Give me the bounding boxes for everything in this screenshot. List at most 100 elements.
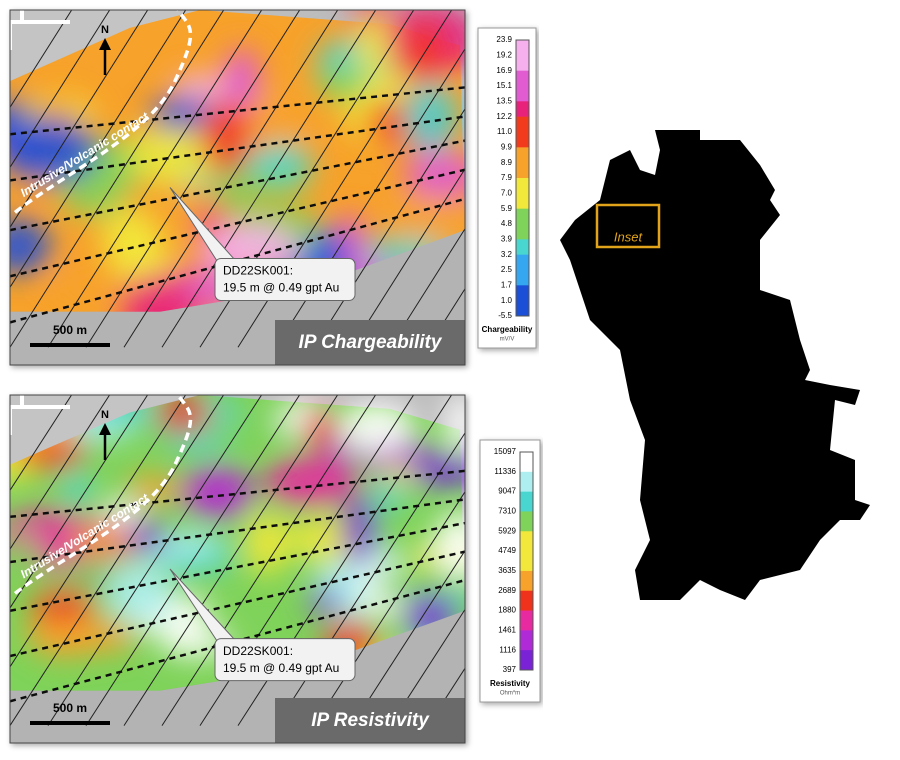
legend-label: 7.0	[501, 188, 513, 197]
legend-label: 2.5	[501, 265, 513, 274]
anomaly	[243, 510, 289, 576]
legend-label: 11.0	[497, 127, 513, 136]
anomaly	[149, 97, 215, 131]
north-label: N	[101, 409, 109, 421]
scale-label: 500 m	[53, 701, 87, 715]
legend-swatch	[520, 650, 533, 671]
legend-label: 15.1	[496, 81, 512, 90]
callout-intercept: 19.5 m @ 0.49 gpt Au	[223, 281, 339, 295]
legend-label: 1116	[499, 645, 516, 654]
anomaly	[370, 480, 408, 508]
legend-label: 9047	[498, 487, 516, 496]
anomaly	[182, 466, 254, 520]
legend-label: 12.2	[496, 112, 512, 121]
map-content: Intrusive/Volcanic contactNDD22SK001:19.…	[10, 395, 465, 743]
legend-unit: Ohm*m	[500, 691, 520, 697]
legend-label: 4749	[498, 546, 516, 555]
callout-box	[214, 638, 356, 682]
legend-label: 15097	[494, 447, 517, 456]
legend-swatch	[520, 531, 533, 552]
inset-box	[595, 203, 661, 249]
legend-swatch	[516, 70, 529, 87]
survey-line	[10, 395, 225, 726]
survey-line	[161, 10, 377, 348]
anomaly	[61, 470, 93, 507]
legend-swatch	[520, 590, 533, 612]
anomaly	[223, 47, 261, 112]
anomaly	[203, 418, 286, 444]
legend-label: 23.9	[496, 35, 512, 44]
survey-line	[85, 10, 301, 348]
legend-bar-frame	[519, 451, 534, 671]
legend-label: 8.9	[501, 158, 513, 167]
survey-line	[123, 395, 339, 726]
outside-mask-top	[10, 395, 200, 465]
legend-swatch	[516, 116, 529, 133]
legend-swatch	[516, 40, 529, 56]
legend-swatch	[516, 254, 529, 271]
legend-swatch	[516, 132, 529, 148]
legend-swatch	[516, 101, 529, 118]
anomaly	[263, 456, 358, 508]
survey-line	[10, 395, 73, 492]
legend-label: 2689	[498, 586, 516, 595]
legend-swatch	[516, 208, 529, 225]
north-arrow-head	[99, 423, 111, 435]
legend-label: 3.9	[501, 234, 513, 243]
fault-line	[10, 168, 465, 278]
survey-line	[161, 395, 377, 726]
legend-label: 397	[503, 665, 517, 674]
legend-label: 1880	[498, 606, 516, 615]
index-frame	[10, 395, 70, 435]
legend-swatch	[516, 239, 529, 256]
legend-swatch	[516, 285, 529, 302]
fault-line	[10, 550, 465, 658]
legend-label: 3635	[498, 566, 516, 575]
callout-hole: DD22SK001:	[223, 264, 293, 278]
survey-line	[10, 395, 149, 609]
legend-swatch	[520, 511, 533, 532]
anomaly	[338, 401, 415, 454]
legend: 15097 11336 9047 7310 5929 4749 3635 2689 1880 14…	[479, 439, 541, 703]
fault-line	[10, 521, 465, 612]
survey-line	[123, 10, 339, 348]
title-box	[275, 320, 465, 365]
survey-line	[351, 549, 465, 726]
survey-line	[10, 395, 187, 668]
callout-box	[214, 258, 356, 301]
legend-swatch	[520, 471, 533, 493]
legend-label: -5.5	[498, 311, 512, 320]
legend-label: 5929	[498, 526, 516, 535]
survey-line	[389, 608, 465, 726]
legend-swatch	[520, 630, 533, 651]
legend-label: 1.0	[501, 296, 513, 305]
legend-swatch	[520, 452, 533, 473]
anomaly	[10, 117, 98, 184]
north-label: N	[101, 24, 109, 36]
legend-label: 3.2	[501, 250, 513, 259]
legend-swatch	[520, 570, 533, 592]
map-frame	[9, 9, 466, 366]
anomaly	[393, 196, 463, 242]
scale-bar	[30, 343, 110, 347]
legend-swatch	[516, 224, 529, 240]
inset-label: Inset	[614, 229, 644, 244]
legend-label: 4.8	[501, 219, 513, 228]
legend: 23.9 19.2 16.9 15.1 13.5 12.2 11.0 9.9 8.9 7.9 7.0…	[477, 27, 537, 349]
claim-outline	[560, 130, 870, 600]
legend-label: 1.7	[501, 280, 513, 289]
anomaly	[156, 395, 211, 434]
legend-swatch	[520, 491, 533, 512]
title-box	[275, 698, 465, 743]
anomaly	[106, 560, 174, 626]
legend-label: 9.9	[501, 142, 513, 151]
survey-line	[10, 395, 111, 551]
anomaly	[200, 101, 251, 174]
survey-line	[10, 10, 149, 229]
callout-intercept: 19.5 m @ 0.49 gpt Au	[223, 661, 339, 675]
legend-label: 16.9	[496, 66, 512, 75]
legend-swatch	[516, 300, 529, 317]
legend-label: 1461	[498, 625, 516, 634]
legend-swatch	[516, 55, 529, 72]
survey-line	[389, 227, 465, 348]
